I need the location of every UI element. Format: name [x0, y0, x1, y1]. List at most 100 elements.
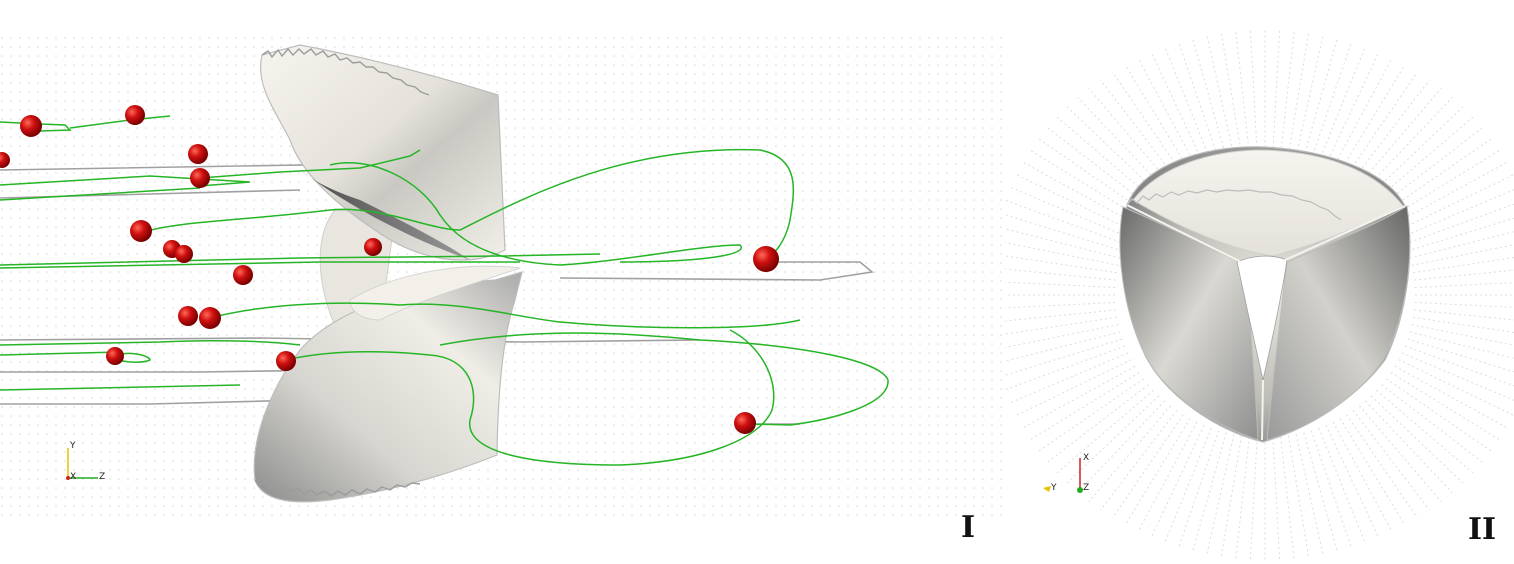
mesh-ray [1005, 281, 1116, 289]
mesh-ray [1414, 309, 1514, 321]
mesh-ray [1005, 214, 1123, 252]
mesh-ray [1112, 414, 1184, 519]
mesh-ray [1325, 424, 1380, 539]
mesh-ray [1381, 127, 1483, 206]
particle [130, 220, 152, 242]
mesh-ray [1339, 64, 1406, 172]
mesh-ray [1346, 414, 1418, 519]
mesh-ray [1112, 71, 1184, 176]
panel-label-ii: II [1468, 512, 1497, 547]
mesh-ray [1005, 199, 1126, 245]
mesh-ray [1005, 228, 1121, 259]
axis-y-label: Y [69, 441, 76, 451]
mesh-ray [1411, 324, 1514, 346]
mesh-ray [1287, 435, 1310, 558]
lower-leaflet [253, 271, 523, 503]
mesh-ray [1359, 405, 1442, 503]
mesh-ray [1100, 409, 1178, 511]
mesh-ray [1280, 436, 1295, 560]
mesh-ray [1310, 41, 1352, 160]
mesh-ray [1318, 427, 1366, 544]
mesh-ray [1056, 389, 1154, 474]
mesh-ray [1413, 257, 1514, 274]
particle [364, 238, 382, 256]
mesh-ray [1029, 149, 1140, 218]
mesh-ray [1365, 400, 1453, 494]
mesh-ray [1220, 32, 1243, 155]
mesh-ray [1386, 138, 1492, 212]
mesh-ray [1404, 345, 1514, 387]
mesh-ray [1005, 324, 1119, 349]
green-streamlines [0, 115, 889, 466]
particle [276, 351, 296, 371]
mesh-ray [1414, 301, 1514, 308]
mesh-ray [1022, 365, 1136, 429]
particle [734, 412, 756, 434]
mesh-ray [1150, 51, 1205, 166]
mesh-ray [1370, 106, 1464, 195]
mesh-ray [1411, 244, 1514, 266]
mesh-ray [1088, 87, 1171, 185]
mesh-ray [1272, 437, 1281, 561]
mesh-ray [1398, 173, 1514, 231]
mesh-ray [1272, 29, 1281, 153]
particle [233, 265, 253, 285]
mesh-ray [1029, 372, 1140, 441]
mesh-ray [1386, 378, 1492, 452]
mesh-ray [1287, 32, 1310, 155]
mesh-ray [1137, 57, 1198, 169]
mesh-ray [1164, 46, 1212, 163]
mesh-ray [1005, 316, 1117, 335]
mesh-ray [1192, 432, 1227, 553]
particle [178, 306, 198, 326]
mesh-ray [1206, 34, 1235, 156]
panel-axial-view: X Y Z [1005, 0, 1514, 564]
axis-x-label: X [70, 472, 76, 482]
mesh-ray [1414, 282, 1514, 289]
mesh-ray [1066, 106, 1160, 195]
mesh-ray [1352, 79, 1430, 181]
mesh-ray [1332, 421, 1393, 533]
mesh-ray [1310, 430, 1352, 549]
mesh-ray [1332, 57, 1393, 169]
mesh-ray [1005, 345, 1126, 391]
mesh-ray [1005, 255, 1117, 274]
particle [0, 152, 10, 168]
mesh-ray [1015, 173, 1132, 231]
mesh-ray [1303, 432, 1338, 553]
valve-rim [1126, 189, 1342, 221]
mesh-ray [1346, 71, 1418, 176]
mesh-ray [1178, 41, 1220, 160]
mesh-ray [1295, 434, 1324, 556]
mesh-ray [1376, 116, 1474, 201]
mesh-ray [1295, 34, 1324, 156]
upper-leaflet-rim [261, 47, 430, 96]
axial-view-render: X Y Z [1005, 29, 1514, 561]
particle [190, 168, 210, 188]
mesh-ray [1005, 309, 1116, 322]
upper-leaflet [260, 44, 506, 261]
commissure-edges [1126, 204, 1406, 441]
mesh-ray [1038, 378, 1144, 452]
mesh-ray [1235, 436, 1250, 560]
mesh-ray [1325, 51, 1380, 166]
mesh-ray [1394, 161, 1508, 225]
mesh-ray [1390, 372, 1501, 441]
mesh-ray [1409, 331, 1514, 359]
mesh-ray [1015, 359, 1132, 417]
radial-mesh [1005, 29, 1514, 561]
mesh-ray [1056, 116, 1154, 201]
axis-x-label: X [1083, 453, 1089, 463]
mesh-ray [1005, 241, 1119, 266]
axis-y-label: Y [1050, 483, 1057, 493]
mesh-ray [1394, 365, 1508, 429]
valve-orifice [1236, 255, 1288, 381]
mesh-ray [1206, 434, 1235, 556]
mesh-ray [1088, 405, 1171, 503]
mesh-ray [1077, 96, 1165, 190]
mesh-ray [1409, 231, 1514, 259]
lower-leaflet-rim [254, 479, 421, 497]
mesh-ray [1414, 269, 1514, 281]
mesh-ray [1401, 189, 1514, 238]
mesh-ray [1390, 149, 1501, 218]
